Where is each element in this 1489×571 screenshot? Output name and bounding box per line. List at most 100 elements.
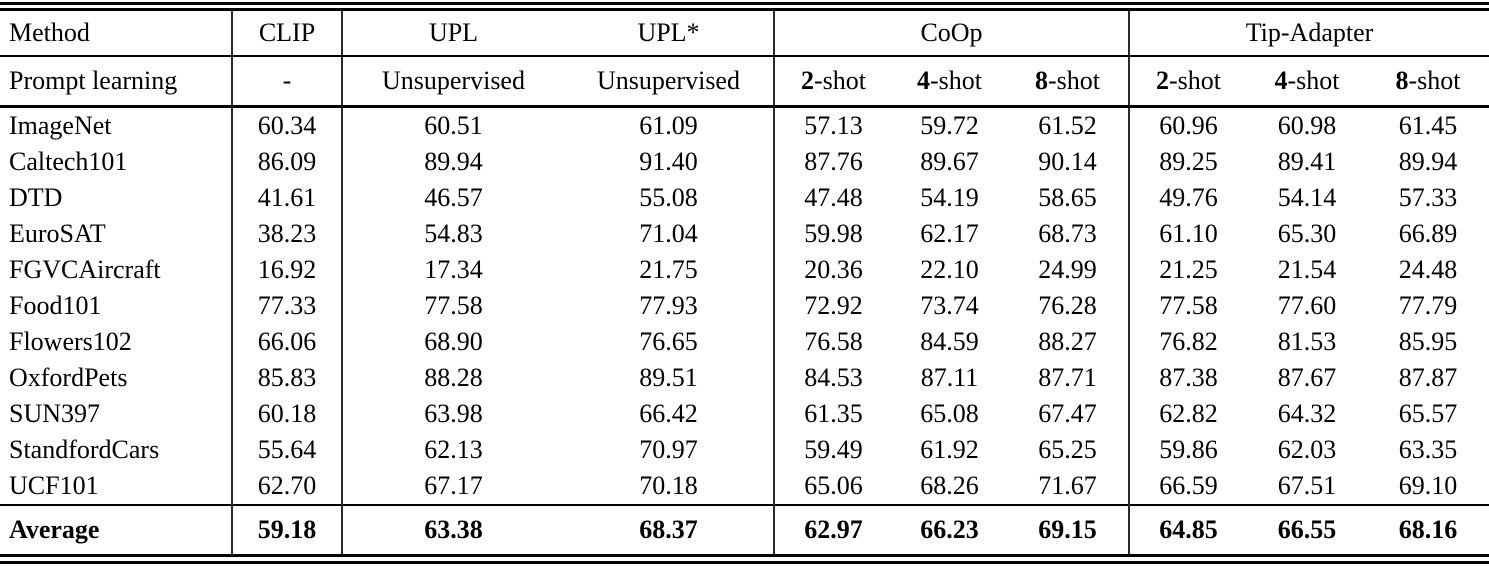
score-cell: 77.58 (424, 291, 483, 320)
shot-count: 2 (801, 66, 814, 95)
table-footer: Average 59.18 63.38 68.37 62.97 66.23 69… (0, 504, 1489, 559)
score-cell: 60.98 (1277, 111, 1337, 140)
score-cell: 17.34 (424, 255, 483, 284)
shot-suffix: -shot (1169, 66, 1221, 95)
score-cell: 68.26 (920, 471, 979, 500)
shot-suffix: -shot (1408, 66, 1461, 95)
score-cell: 67.17 (424, 471, 483, 500)
dataset-name: EuroSAT (0, 216, 233, 252)
coop-8shot-header: 8-shot (1007, 56, 1130, 108)
score-cell: 62.82 (1159, 399, 1218, 428)
shot-count: 4 (917, 66, 930, 95)
prompt-learning-header-row: Prompt learning - Unsupervised Unsupervi… (0, 56, 1489, 108)
score-cell: 91.40 (564, 144, 775, 180)
shot-count: 8 (1035, 66, 1048, 95)
score-cell: 59.86 (1159, 435, 1218, 464)
average-score-cell: 63.38 (342, 504, 564, 559)
score-cell: 71.04 (564, 216, 775, 252)
score-cell: 49.76 (1159, 183, 1218, 212)
score-cell: 63.98 (424, 399, 483, 428)
score-cell: 24.99 (1007, 252, 1130, 288)
average-score-cell: 62.97 (774, 504, 892, 559)
table-row: Flowers102 66.06 68.90 76.65 76.58 84.59 88.27… (0, 324, 1489, 360)
score-cell: 89.67 (920, 147, 979, 176)
tip-adapter-header: Tip-Adapter (1129, 6, 1489, 57)
average-score-cell: 69.15 (1007, 504, 1130, 559)
score-cell: 76.58 (804, 327, 863, 356)
coop-4shot-header: 4-shot (892, 56, 1007, 108)
upl-header: UPL (342, 6, 564, 57)
score-cell: 61.09 (564, 106, 775, 144)
score-cell: 61.92 (920, 435, 979, 464)
average-score-cell: 68.16 (1367, 504, 1489, 559)
average-score-cell: 59.18 (232, 504, 343, 559)
score-cell: 70.97 (564, 432, 775, 468)
score-cell: 66.89 (1398, 219, 1458, 248)
score-cell: 20.36 (804, 255, 863, 284)
dataset-name: DTD (0, 180, 233, 216)
score-cell: 59.49 (804, 435, 863, 464)
table-row: ImageNet 60.34 60.51 61.09 57.13 59.72 61.52 60… (0, 106, 1489, 144)
score-cell: 57.33 (1398, 183, 1458, 212)
score-cell: 68.90 (424, 327, 483, 356)
score-cell: 77.60 (1277, 291, 1337, 320)
score-cell: 41.61 (232, 180, 343, 216)
score-cell: 21.25 (1159, 255, 1218, 284)
average-label: Average (0, 504, 233, 559)
shot-count: 4 (1274, 66, 1288, 95)
score-cell: 76.82 (1159, 327, 1218, 356)
average-score-cell: 68.37 (564, 504, 775, 559)
score-cell: 54.83 (424, 219, 483, 248)
score-cell: 87.38 (1159, 363, 1218, 392)
upl-star-prompt-cell: Unsupervised (564, 56, 775, 108)
upl-prompt-cell: Unsupervised (342, 56, 564, 108)
score-cell: 65.08 (920, 399, 979, 428)
clip-prompt-cell: - (232, 56, 343, 108)
coop-2shot-header: 2-shot (774, 56, 892, 108)
score-cell: 87.11 (920, 363, 979, 392)
table-row: FGVCAircraft 16.92 17.34 21.75 20.36 22.10 24.… (0, 252, 1489, 288)
score-cell: 66.42 (564, 396, 775, 432)
score-cell: 57.13 (804, 111, 863, 140)
tip-4shot-header: 4-shot (1247, 56, 1367, 108)
score-cell: 21.75 (564, 252, 775, 288)
dataset-name: StandfordCars (0, 432, 233, 468)
score-cell: 63.35 (1398, 435, 1458, 464)
score-cell: 67.51 (1277, 471, 1337, 500)
score-cell: 76.28 (1007, 288, 1130, 324)
score-cell: 87.87 (1398, 363, 1458, 392)
score-cell: 89.51 (564, 360, 775, 396)
score-cell: 59.98 (804, 219, 863, 248)
coop-header: CoOp (774, 6, 1130, 57)
score-cell: 54.19 (920, 183, 979, 212)
score-cell: 73.74 (920, 291, 979, 320)
score-cell: 87.67 (1277, 363, 1337, 392)
score-cell: 87.71 (1007, 360, 1130, 396)
dataset-name: Flowers102 (0, 324, 233, 360)
score-cell: 46.57 (424, 183, 483, 212)
shot-suffix: -shot (930, 66, 982, 95)
score-cell: 55.08 (564, 180, 775, 216)
method-header: Method (0, 6, 233, 57)
score-cell: 60.18 (232, 396, 343, 432)
average-score-cell: 66.23 (892, 504, 1007, 559)
score-cell: 89.25 (1159, 147, 1218, 176)
score-cell: 61.45 (1398, 111, 1458, 140)
average-score-cell: 64.85 (1129, 504, 1247, 559)
tip-2shot-header: 2-shot (1129, 56, 1247, 108)
score-cell: 71.67 (1007, 468, 1130, 505)
score-cell: 72.92 (804, 291, 863, 320)
dataset-name: FGVCAircraft (0, 252, 233, 288)
score-cell: 86.09 (232, 144, 343, 180)
score-cell: 65.30 (1277, 219, 1337, 248)
score-cell: 61.35 (804, 399, 863, 428)
score-cell: 77.93 (564, 288, 775, 324)
score-cell: 61.10 (1159, 219, 1218, 248)
score-cell: 38.23 (232, 216, 343, 252)
score-cell: 76.65 (564, 324, 775, 360)
score-cell: 68.73 (1007, 216, 1130, 252)
score-cell: 21.54 (1277, 255, 1337, 284)
clip-header: CLIP (232, 6, 343, 57)
table-row: Caltech101 86.09 89.94 91.40 87.76 89.67 90.14… (0, 144, 1489, 180)
